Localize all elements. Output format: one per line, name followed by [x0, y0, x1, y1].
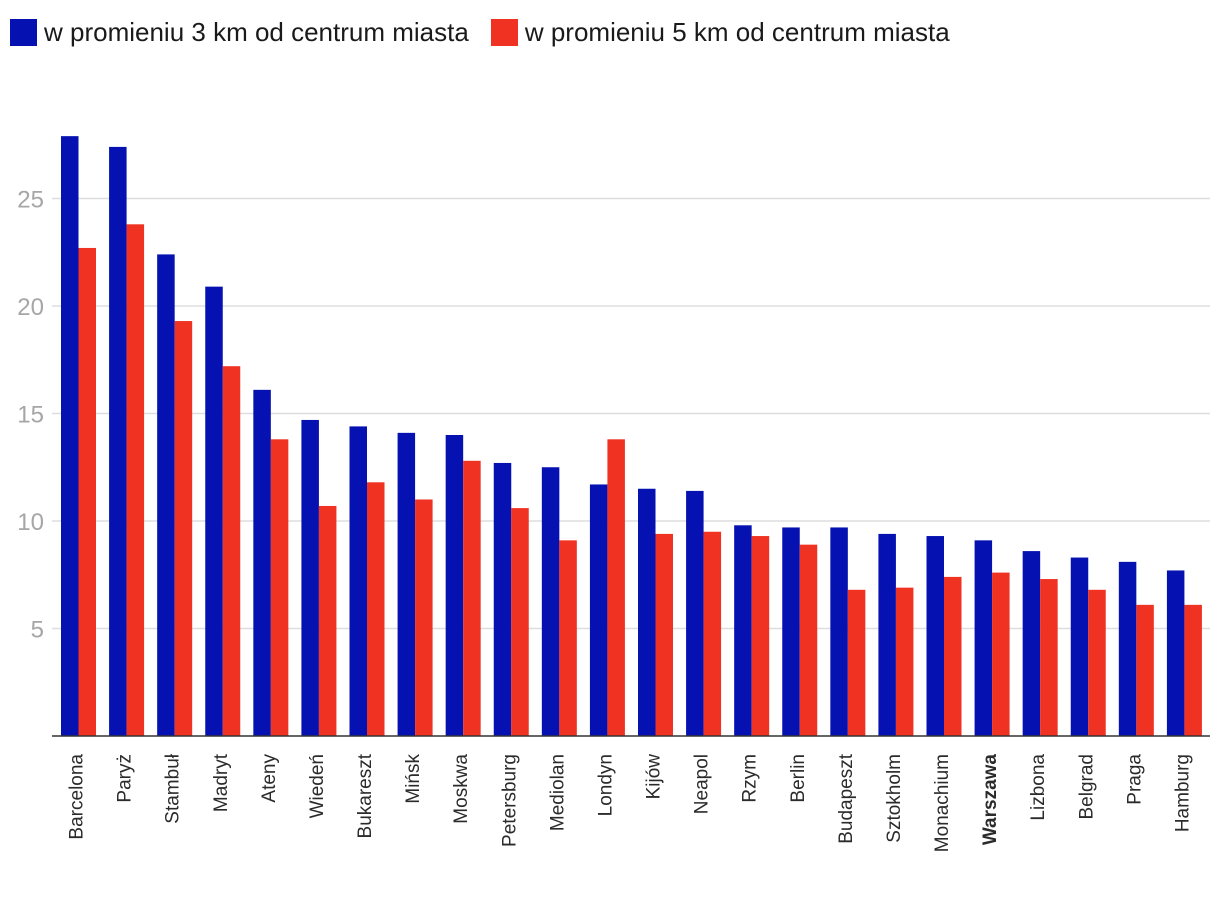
bar-3km-stambu- [157, 254, 175, 736]
y-tick-20: 20 [17, 294, 44, 321]
bar-5km-ateny [270, 439, 289, 736]
bar-5km-londyn [607, 439, 625, 736]
bar-3km-paryz [109, 146, 127, 736]
bar-3km-berlin [782, 527, 800, 736]
bar-5km-mediolan [559, 540, 577, 736]
bar-5km-berlin [799, 544, 818, 736]
y-tick-25: 25 [17, 187, 44, 214]
x-label-praga: Praga [1124, 754, 1145, 805]
bar-3km-madryt [205, 286, 223, 736]
x-label-londyn: Londyn [595, 754, 616, 816]
bar-3km-sztokholm [878, 533, 896, 736]
bar-3km-hamburg [1166, 570, 1185, 736]
legend-swatch-3km [10, 19, 37, 46]
x-label-bukareszt: Bukareszt [355, 753, 376, 838]
bar-3km-rzym [734, 525, 752, 736]
x-label-hamburg: Hamburg [1172, 754, 1193, 832]
bar-3km-moskwa [445, 435, 464, 736]
x-label-ateny: Ateny [259, 754, 280, 803]
bar-3km-budapeszt [830, 527, 848, 736]
bar-5km-barcelona [78, 247, 96, 736]
bar-3km-neapol [686, 490, 704, 736]
bar-3km-warszawa [974, 540, 993, 736]
bar-5km-monachium [944, 576, 962, 736]
x-label-rzym: Rzym [740, 754, 761, 803]
bar-3km-barcelona [61, 136, 79, 736]
y-tick-15: 15 [17, 402, 44, 429]
bar-5km-warszawa [992, 572, 1010, 736]
bar-5km-stambu- [174, 321, 193, 736]
x-label-kijow: Kijów [644, 754, 665, 800]
y-tick-10: 10 [17, 509, 44, 536]
bar-5km-wieden [318, 505, 337, 736]
bar-5km-petersburg [511, 508, 529, 736]
x-label-stambu-: Stambuł [163, 753, 184, 823]
bar-3km-bukareszt [349, 426, 367, 736]
x-label-barcelona: Barcelona [67, 754, 88, 840]
bar-5km-neapol [703, 531, 722, 736]
legend-label-5km: w promieniu 5 km od centrum miasta [524, 17, 950, 47]
bar-5km-praga [1136, 604, 1154, 736]
bar-5km-minsk [415, 499, 433, 736]
bar-5km-rzym [751, 536, 770, 736]
x-label-belgrad: Belgrad [1076, 754, 1097, 820]
bar-5km-hamburg [1184, 604, 1202, 736]
bar-3km-lizbona [1022, 551, 1041, 736]
bar-5km-belgrad [1088, 589, 1106, 736]
x-label-mediolan: Mediolan [547, 754, 568, 831]
x-label-petersburg: Petersburg [499, 754, 520, 847]
x-label-wieden: Wiedeń [307, 754, 328, 818]
legend-item-3km: w promieniu 3 km od centrum miasta [10, 17, 469, 48]
x-label-warszawa: Warszawa [980, 754, 1001, 846]
x-label-berlin: Berlin [788, 754, 809, 803]
x-label-monachium: Monachium [932, 754, 953, 852]
bar-5km-moskwa [463, 460, 481, 736]
legend-swatch-5km [490, 19, 518, 46]
bar-5km-bukareszt [367, 482, 385, 736]
x-label-lizbona: Lizbona [1028, 754, 1049, 821]
bar-3km-monachium [926, 536, 944, 736]
bar-5km-kijow [655, 533, 673, 736]
x-label-moskwa: Moskwa [451, 754, 472, 824]
gridlines [52, 197, 1210, 630]
bar-3km-wieden [301, 419, 319, 736]
x-label-minsk: Mińsk [403, 754, 424, 804]
bar-3km-belgrad [1070, 557, 1089, 736]
x-label-budapeszt: Budapeszt [836, 753, 857, 844]
legend-item-5km: w promieniu 5 km od centrum miasta [490, 17, 950, 48]
y-tick-5: 5 [31, 617, 44, 644]
legend-label-3km: w promieniu 3 km od centrum miasta [44, 17, 469, 47]
x-label-madryt: Madryt [211, 753, 232, 812]
bar-5km-sztokholm [895, 587, 914, 736]
y-axis-ticks: 5 10 15 20 25 [17, 187, 44, 644]
bar-3km-ateny [253, 389, 271, 736]
bar-5km-madryt [222, 366, 241, 736]
bar-5km-lizbona [1040, 579, 1058, 736]
bar-3km-praga [1118, 561, 1137, 736]
bar-5km-budapeszt [847, 589, 866, 736]
x-label-neapol: Neapol [692, 754, 713, 814]
bars [61, 136, 1202, 737]
x-axis-labels: Barcelona Paryż Stambuł Madryt Ateny Wiedeń Bu… [67, 753, 1194, 852]
bar-3km-kijow [638, 488, 656, 736]
bar-3km-mediolan [541, 467, 560, 736]
x-label-sztokholm: Sztokholm [884, 754, 905, 843]
bar-3km-minsk [397, 432, 416, 736]
bar-5km-paryz [126, 224, 145, 737]
bar-3km-londyn [589, 484, 608, 736]
x-label-paryz: Paryż [115, 754, 136, 803]
legend: w promieniu 3 km od centrum miasta w pro… [10, 17, 972, 48]
bar-3km-petersburg [493, 462, 512, 736]
